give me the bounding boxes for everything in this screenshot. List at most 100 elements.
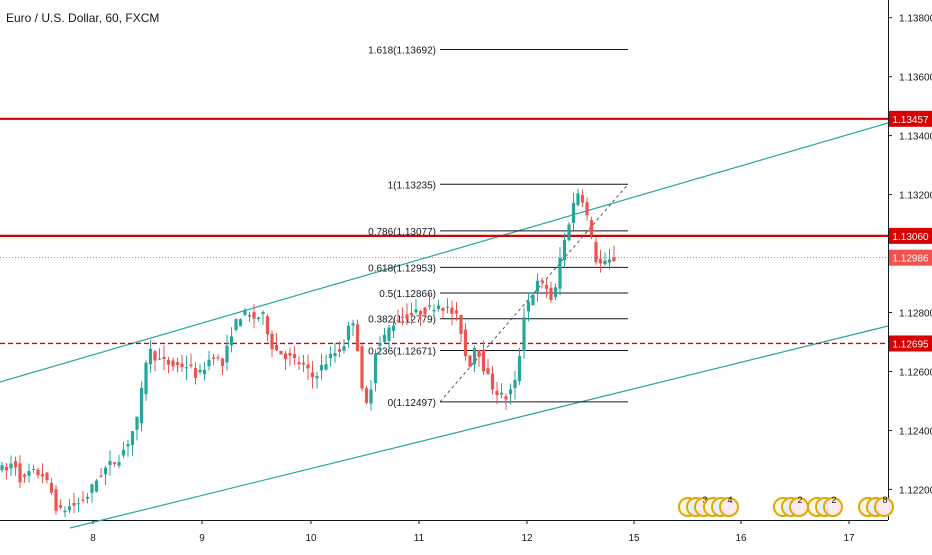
y-tick-label: 1.13400 xyxy=(899,132,932,143)
candle-body xyxy=(464,330,467,357)
y-tick-label: 1.12200 xyxy=(899,485,932,496)
candle-body xyxy=(302,363,305,365)
candle-body xyxy=(243,310,246,315)
candle-body xyxy=(72,503,75,506)
candle-body xyxy=(495,391,498,395)
candle-body xyxy=(171,361,174,367)
candle-body xyxy=(365,388,368,403)
candle-body xyxy=(149,349,152,364)
candle-body xyxy=(509,389,512,394)
fib-level-label: 1.618(1.13692) xyxy=(368,46,436,57)
candle-body xyxy=(342,346,345,351)
candle-body xyxy=(239,319,242,326)
candle-body xyxy=(333,353,336,356)
candle-body xyxy=(527,302,530,312)
candle-body xyxy=(32,469,35,470)
candle-body xyxy=(590,220,593,236)
candle-body xyxy=(194,368,197,378)
candle-body xyxy=(36,470,39,475)
x-tick-label: 11 xyxy=(414,533,425,544)
candle-body xyxy=(459,315,462,334)
candle-body xyxy=(608,259,611,262)
candle-body xyxy=(248,315,251,317)
candle-body xyxy=(261,312,264,314)
candle-body xyxy=(207,360,210,367)
y-tick-label: 1.13600 xyxy=(899,73,932,84)
candle-body xyxy=(158,359,161,360)
candle-body xyxy=(185,367,188,368)
x-tick-label: 8 xyxy=(90,533,96,544)
y-tick-label: 1.12600 xyxy=(899,367,932,378)
candle-body xyxy=(95,481,98,492)
candle-body xyxy=(405,314,408,319)
candle-body xyxy=(270,334,273,349)
candle-body xyxy=(563,240,566,260)
candle-body xyxy=(221,359,224,366)
candle-body xyxy=(473,348,476,364)
price-tag-label: 1.12695 xyxy=(892,339,929,350)
candle-body xyxy=(477,350,480,357)
candle-body xyxy=(396,320,399,321)
x-tick-label: 9 xyxy=(199,533,205,544)
candle-body xyxy=(522,317,525,351)
candle-body xyxy=(504,396,507,399)
candle-body xyxy=(266,316,269,334)
price-tag-label: 1.13060 xyxy=(892,232,929,243)
candle-body xyxy=(81,500,84,501)
candle-body xyxy=(225,346,228,363)
event-badge-count: 2 xyxy=(831,495,836,505)
event-badge-count: 4 xyxy=(727,495,732,505)
x-tick-label: 17 xyxy=(843,533,855,544)
candle-body xyxy=(212,357,215,358)
x-tick-label: 16 xyxy=(735,533,747,544)
candle-body xyxy=(77,503,80,504)
candle-body xyxy=(581,195,584,203)
candle-body xyxy=(140,388,143,423)
x-tick-label: 15 xyxy=(628,533,640,544)
candle-body xyxy=(315,376,318,378)
x-tick-label: 10 xyxy=(305,533,317,544)
candle-body xyxy=(288,353,291,356)
candle-body xyxy=(531,295,534,306)
fib-level-label: 0.5(1.12866) xyxy=(379,289,436,300)
candle-body xyxy=(414,309,417,312)
candle-body xyxy=(18,463,21,482)
candle-body xyxy=(558,258,561,289)
candle-body xyxy=(68,506,71,510)
candle-body xyxy=(144,363,147,394)
candle-body xyxy=(45,473,48,481)
y-tick-label: 1.13200 xyxy=(899,191,932,202)
candle-body xyxy=(518,356,521,381)
fib-level-label: 1(1.13235) xyxy=(388,180,436,191)
candle-body xyxy=(126,444,129,446)
candle-body xyxy=(446,307,449,308)
candle-body xyxy=(320,365,323,371)
candle-body xyxy=(482,350,485,372)
candle-body xyxy=(450,308,453,314)
y-tick-label: 1.12800 xyxy=(899,309,932,320)
candle-body xyxy=(135,417,138,430)
candle-body xyxy=(540,280,543,282)
fib-level-label: 0.618(1.12953) xyxy=(368,263,436,274)
y-tick-label: 1.13800 xyxy=(899,14,932,25)
candle-body xyxy=(567,224,570,240)
candle-body xyxy=(360,346,363,388)
event-badge-count: 8 xyxy=(882,495,887,505)
candle-body xyxy=(441,308,444,311)
fib-level-label: 0.236(1.12671) xyxy=(368,347,436,358)
candle-body xyxy=(536,281,539,292)
candle-body xyxy=(50,483,53,493)
candle-body xyxy=(99,475,102,476)
candle-body xyxy=(252,312,255,319)
candle-body xyxy=(167,360,170,365)
candle-body xyxy=(486,368,489,374)
candle-body xyxy=(27,471,30,476)
candle-body xyxy=(176,362,179,365)
candle-body xyxy=(90,484,93,492)
candle-body xyxy=(423,308,426,315)
candle-body xyxy=(113,462,116,464)
candle-body xyxy=(23,475,26,477)
candle-body xyxy=(104,468,107,475)
x-tick-label: 12 xyxy=(521,533,533,544)
price-tag-label: 1.12986 xyxy=(892,254,929,265)
